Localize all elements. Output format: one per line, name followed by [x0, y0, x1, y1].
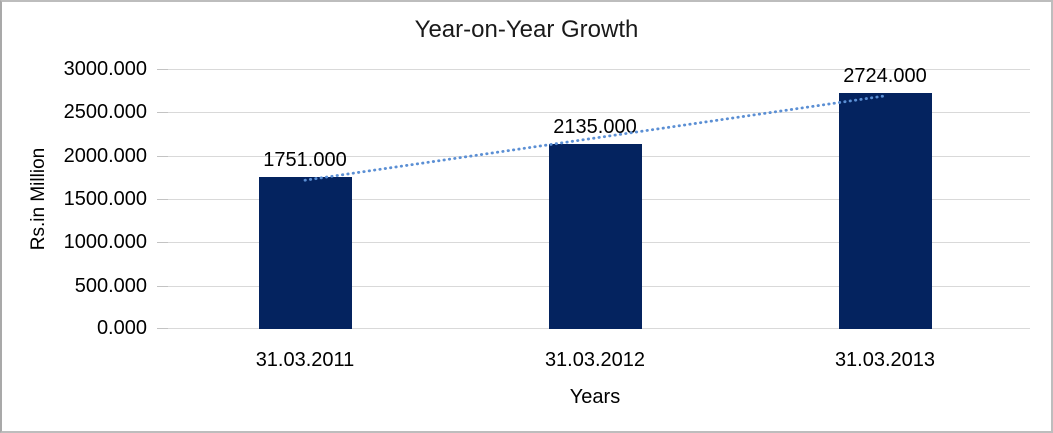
bar-value-label: 2135.000	[553, 115, 637, 138]
y-tick-mark	[157, 69, 168, 70]
x-category-label: 31.03.2012	[544, 349, 646, 371]
y-tick-label: 1500.000	[63, 188, 147, 210]
bar-value-label: 1751.000	[263, 149, 347, 172]
gridline	[160, 69, 1030, 70]
y-tick-mark	[157, 242, 168, 244]
x-axis-title: Years	[569, 386, 621, 408]
y-tick-label: 2500.000	[63, 101, 147, 124]
y-tick-label: 0.000	[96, 317, 147, 339]
x-category-label: 31.03.2013	[834, 349, 936, 371]
y-tick-label: 2000.000	[63, 144, 147, 167]
y-tick-mark	[157, 112, 168, 114]
y-tick-mark	[157, 285, 168, 287]
y-tick-label: 500.000	[74, 274, 147, 297]
y-tick-label: 3000.000	[63, 58, 147, 80]
y-tick-mark	[157, 155, 168, 157]
chart-title: Year-on-Year Growth	[414, 16, 639, 43]
bar-value-label: 2724.000	[843, 64, 927, 87]
y-tick-mark	[157, 328, 168, 329]
y-tick-mark	[157, 199, 168, 200]
y-tick-label: 1000.000	[63, 231, 147, 254]
plot-area: 1751.000 2135.000 2724.000	[160, 65, 1030, 329]
bar-31.03.2013	[838, 92, 932, 329]
bar-31.03.2011	[258, 177, 352, 329]
x-category-label: 31.03.2011	[255, 349, 355, 371]
bar-31.03.2012	[548, 143, 642, 329]
